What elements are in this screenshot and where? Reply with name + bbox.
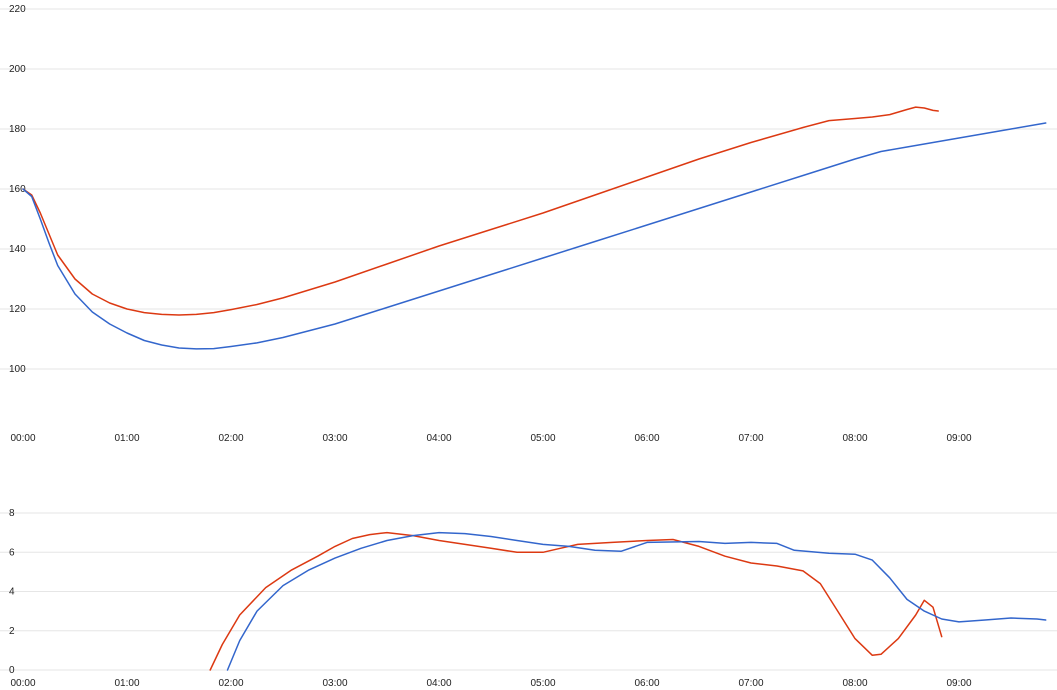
x-tick-label: 05:00 <box>530 433 555 444</box>
x-tick-label: 05:00 <box>530 678 555 689</box>
chart-1: 100 120 140 160 180 200 220 00:00 01:00 02:00 03:0… <box>0 4 1057 444</box>
x-tick-label: 02:00 <box>218 678 243 689</box>
y-tick-label: 2 <box>9 626 15 637</box>
x-tick-label: 09:00 <box>946 433 971 444</box>
x-tick-label: 08:00 <box>842 678 867 689</box>
x-tick-label: 03:00 <box>322 433 347 444</box>
chart-2: 0 2 4 6 8 00:00 01:00 02:00 03:00 04:00 05:00 06:00… <box>0 508 1057 689</box>
y-tick-label: 160 <box>9 184 26 195</box>
x-tick-label: 00:00 <box>10 433 35 444</box>
y-tick-label: 200 <box>9 64 26 75</box>
y-tick-label: 8 <box>9 508 15 519</box>
y-tick-label: 220 <box>9 4 26 15</box>
x-tick-label: 09:00 <box>946 678 971 689</box>
y-tick-label: 100 <box>9 364 26 375</box>
x-tick-label: 07:00 <box>738 433 763 444</box>
series-line-2 <box>22 122 1047 350</box>
x-tick-label: 03:00 <box>322 678 347 689</box>
y-tick-label: 180 <box>9 124 26 135</box>
x-tick-label: 00:00 <box>10 678 35 689</box>
y-tick-label: 140 <box>9 244 26 255</box>
x-tick-label: 01:00 <box>114 433 139 444</box>
x-tick-label: 02:00 <box>218 433 243 444</box>
x-tick-label: 06:00 <box>634 678 659 689</box>
series-line-1 <box>22 106 939 316</box>
x-tick-label: 07:00 <box>738 678 763 689</box>
y-tick-label: 0 <box>9 665 15 676</box>
x-tick-label: 01:00 <box>114 678 139 689</box>
x-tick-label: 04:00 <box>426 678 451 689</box>
y-tick-label: 120 <box>9 304 26 315</box>
x-tick-label: 06:00 <box>634 433 659 444</box>
y-tick-label: 4 <box>9 587 15 598</box>
y-tick-label: 6 <box>9 547 15 558</box>
x-tick-label: 08:00 <box>842 433 867 444</box>
x-tick-label: 04:00 <box>426 433 451 444</box>
series-line-2 <box>226 531 1047 671</box>
series-line-1 <box>209 531 943 671</box>
